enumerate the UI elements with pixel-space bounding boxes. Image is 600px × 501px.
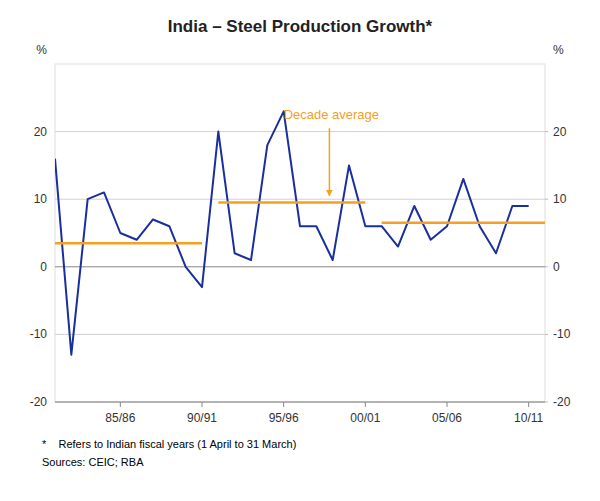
footnote: * Refers to Indian fiscal years (1 April…: [42, 438, 296, 450]
y2-tick: [545, 266, 548, 267]
grid-line: [55, 131, 545, 132]
x-tick-label: 05/06: [432, 411, 462, 425]
y2-axis-label: %: [553, 43, 564, 57]
x-tick: [283, 402, 284, 407]
x-tick-label: 85/86: [105, 411, 135, 425]
x-tick: [365, 402, 366, 407]
y2-tick: [545, 334, 548, 335]
y2-tick-label: 10: [553, 192, 567, 206]
data-line: [55, 111, 529, 354]
x-tick: [120, 402, 121, 407]
title: India – Steel Production Growth*: [168, 17, 433, 36]
grid: [55, 132, 545, 402]
y2-tick-label: -20: [553, 395, 571, 409]
y2-tick: [545, 131, 548, 132]
y2-tick: [545, 402, 548, 403]
grid-line: [55, 402, 545, 403]
y-tick-label: 10: [34, 192, 48, 206]
grid-line: [55, 266, 545, 267]
decade-average: [382, 222, 545, 225]
annotation-label: Decade average: [284, 107, 379, 122]
x-axis-line: [55, 402, 545, 403]
footnote: Sources: CEIC; RBA: [42, 456, 144, 468]
decade-average: [55, 242, 202, 245]
chart: India – Steel Production Growth* -20 -10 0 1…: [0, 0, 600, 501]
y-tick-label: 20: [34, 125, 48, 139]
y2-tick-label: -10: [553, 327, 571, 341]
y-axis-label: %: [36, 43, 47, 57]
grid-line: [55, 334, 545, 335]
annotation-arrow: [329, 128, 331, 196]
y2-tick-label: 0: [553, 260, 560, 274]
decade-average: [218, 201, 365, 204]
x-tick: [528, 402, 529, 407]
y2-tick: [545, 199, 548, 200]
x-tick-label: 90/91: [187, 411, 217, 425]
y-tick-label: -20: [30, 395, 48, 409]
x-tick: [447, 402, 448, 407]
x-tick-label: 10/11: [514, 411, 543, 425]
y-tick-label: -10: [30, 327, 48, 341]
x-tick: [202, 402, 203, 407]
y2-tick-label: 20: [553, 125, 567, 139]
plot-frame: [55, 64, 545, 402]
x-tick-label: 00/01: [350, 411, 380, 425]
plot-data: [55, 111, 545, 354]
x-tick-label: 95/96: [269, 411, 299, 425]
y-tick-label: 0: [40, 260, 47, 274]
